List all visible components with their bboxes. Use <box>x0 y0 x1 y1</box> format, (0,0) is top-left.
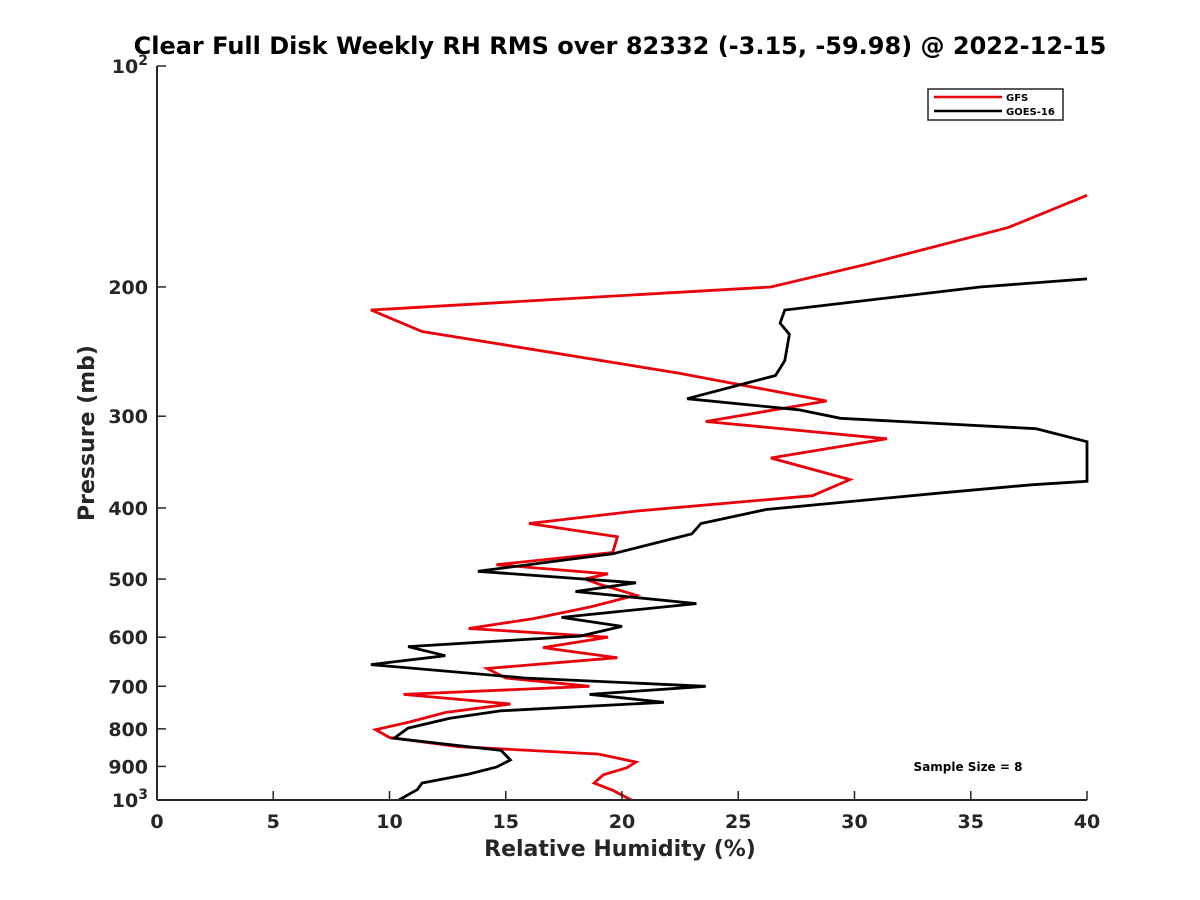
x-tick-label: 10 <box>376 811 402 833</box>
y-tick-label: 900 <box>108 756 148 778</box>
y-tick-label: 600 <box>108 627 148 649</box>
legend-box <box>927 88 1064 121</box>
plot-area: 0 5 10 15 20 25 30 35 40 102 200 300 400 500 600 700 80… <box>108 53 1100 833</box>
x-tick-label: 15 <box>493 811 519 833</box>
y-tick-label: 800 <box>108 719 148 741</box>
x-tick-label: 35 <box>958 811 984 833</box>
legend-label-goes16: GOES-16 <box>1006 107 1055 118</box>
x-axis-label: Relative Humidity (%) <box>484 837 756 862</box>
y-tick-label: 103 <box>112 787 148 812</box>
x-tick-label: 5 <box>267 811 280 833</box>
series-line-1 <box>370 277 1089 802</box>
x-tick-label: 20 <box>609 811 635 833</box>
x-tick-label: 40 <box>1074 811 1100 833</box>
y-tick-label: 400 <box>108 498 148 520</box>
x-axis-ticks: 0 5 10 15 20 25 30 35 40 <box>150 791 1100 833</box>
sample-size-annotation: Sample Size = 8 <box>914 760 1023 774</box>
y-axis-ticks: 102 200 300 400 500 600 700 800 900 103 <box>108 53 166 812</box>
x-tick-label: 25 <box>725 811 751 833</box>
y-tick-label: 102 <box>112 53 148 78</box>
y-tick-label: 300 <box>108 406 148 428</box>
series-layer <box>370 194 1089 802</box>
chart-title: Clear Full Disk Weekly RH RMS over 82332… <box>134 32 1107 60</box>
y-tick-label: 700 <box>108 676 148 698</box>
legend: GFS GOES-16 <box>927 88 1064 121</box>
y-tick-label: 200 <box>108 277 148 299</box>
legend-label-gfs: GFS <box>1006 93 1028 104</box>
y-axis-label: Pressure (mb) <box>75 345 100 521</box>
x-tick-label: 30 <box>841 811 867 833</box>
y-tick-label: 500 <box>108 569 148 591</box>
x-tick-label: 0 <box>150 811 163 833</box>
